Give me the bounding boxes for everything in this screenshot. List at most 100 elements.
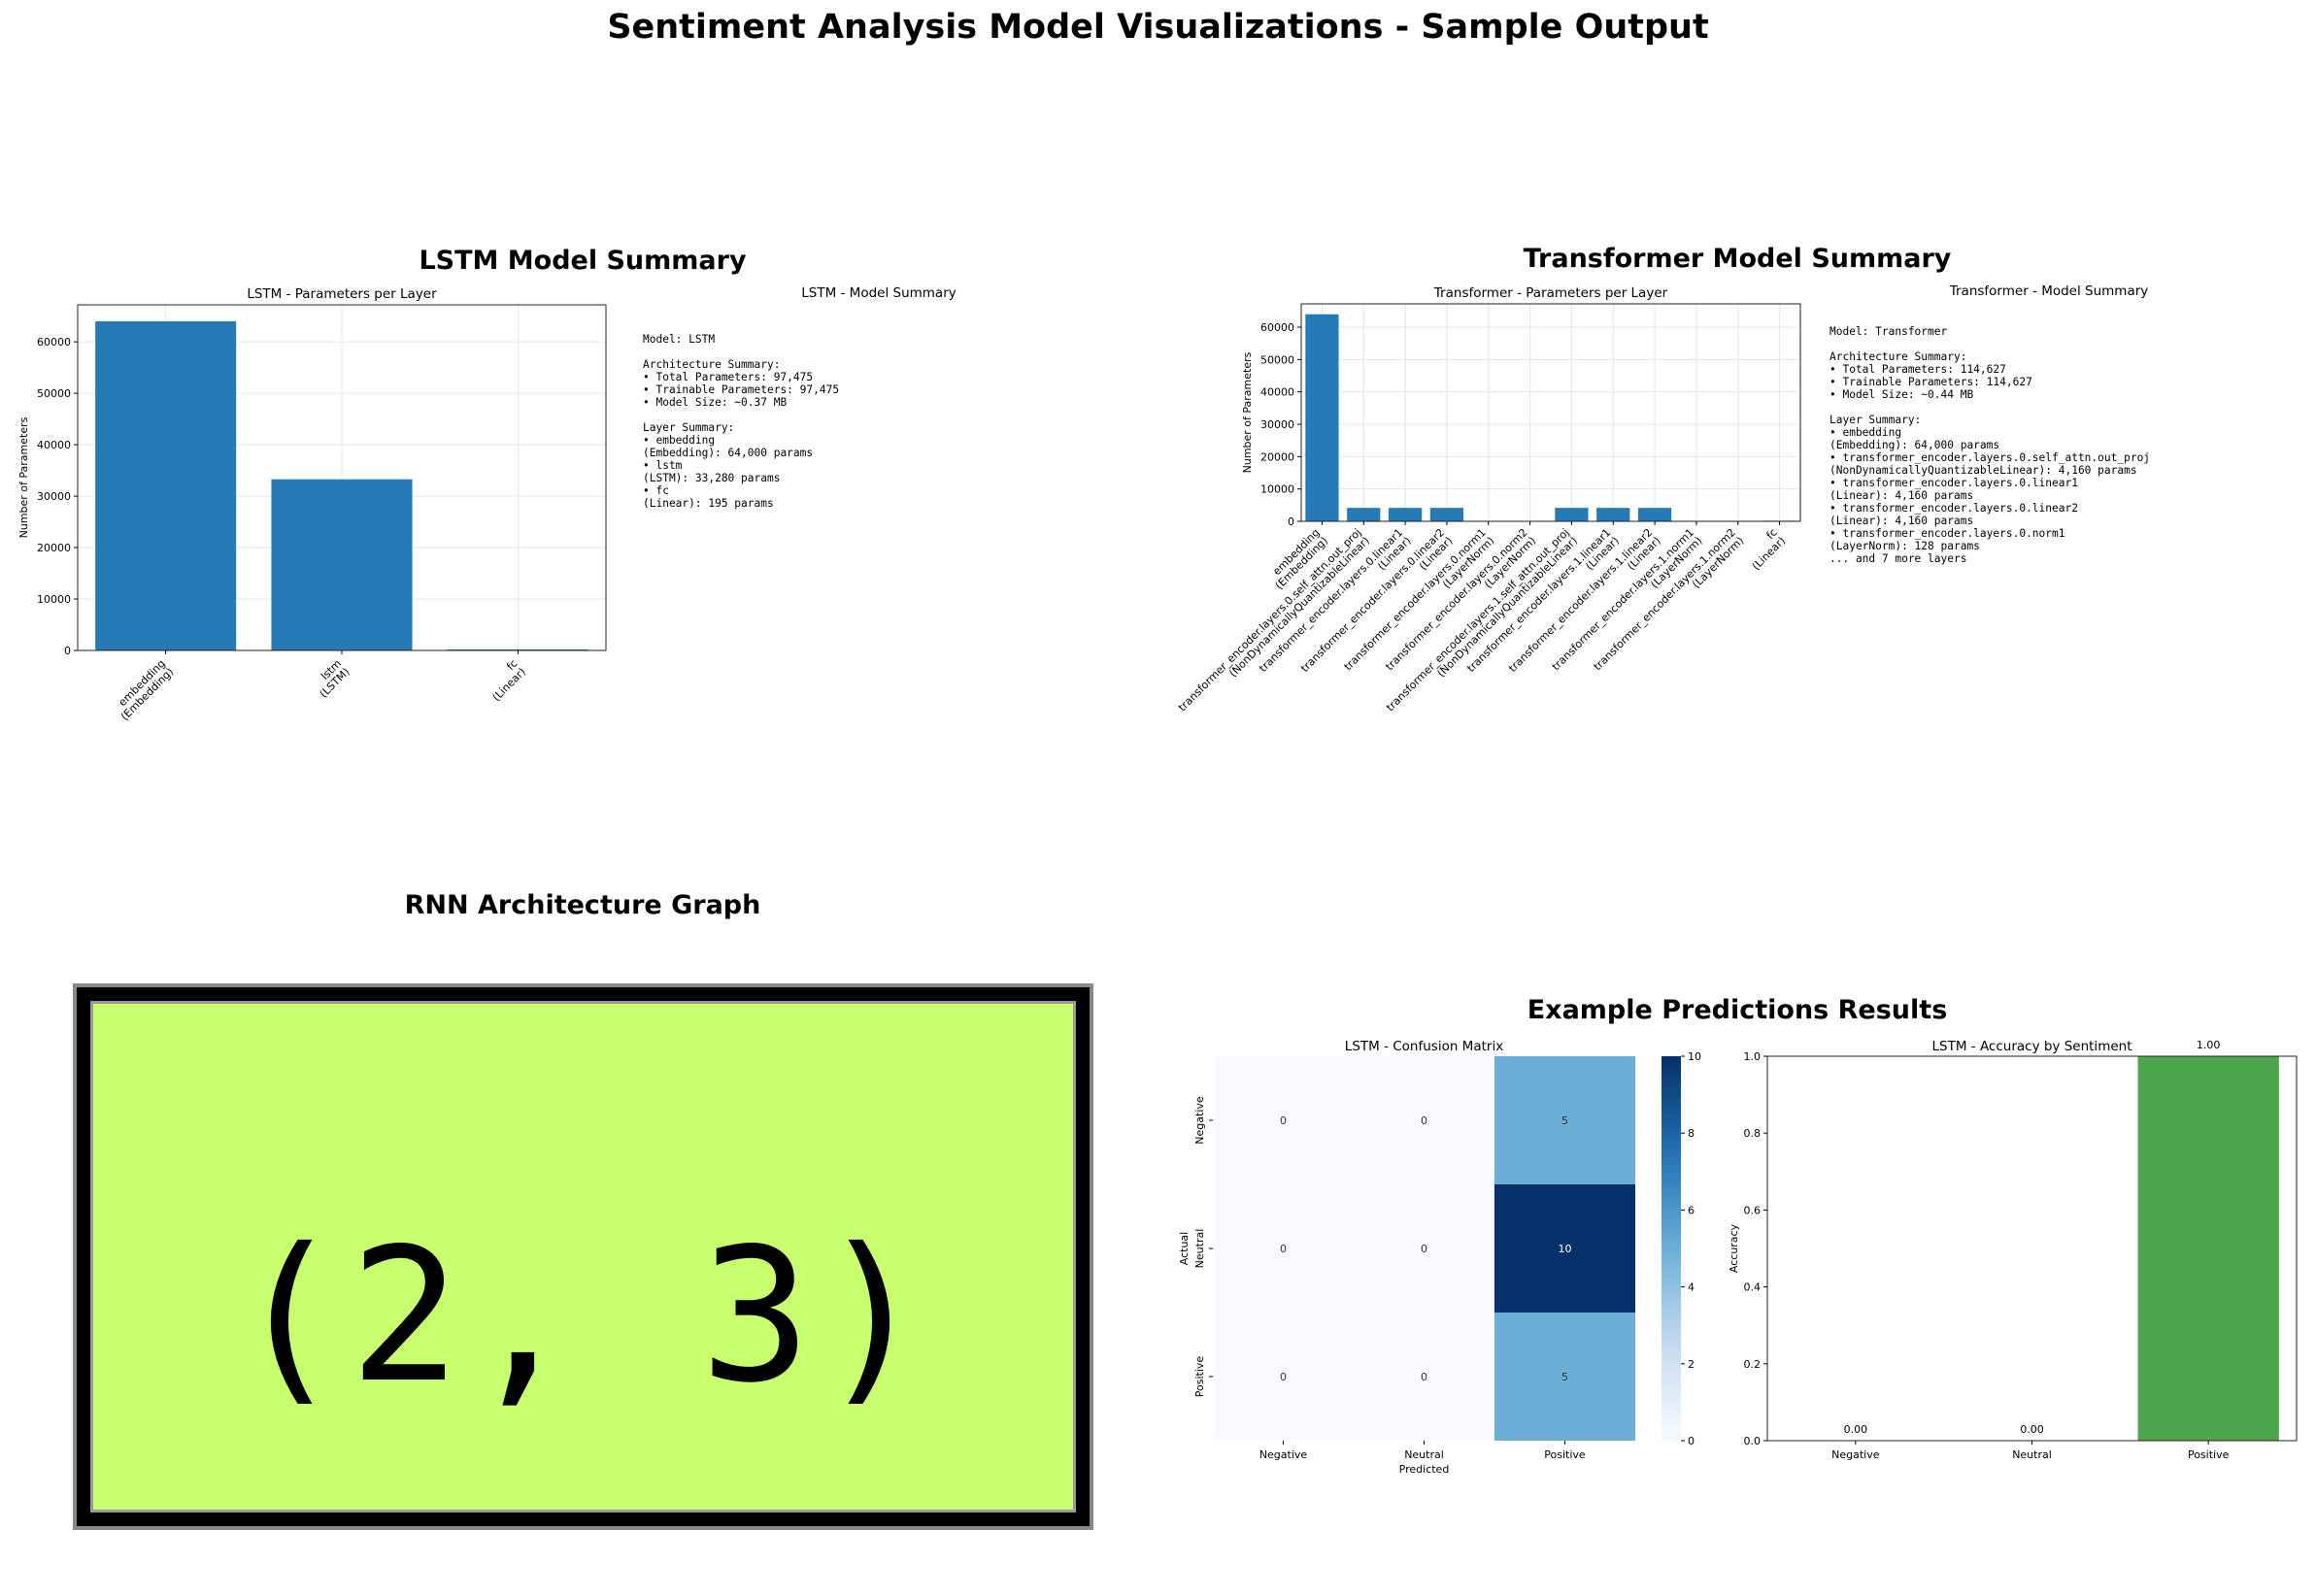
y-tick-label: Neutral [1193, 1229, 1206, 1269]
transformer-summary-line: Architecture Summary: [1829, 350, 1967, 363]
heatmap-cell [1354, 1313, 1494, 1441]
colorbar-tick-label: 6 [1688, 1204, 1695, 1216]
lstm-summary-line: (Linear): 195 params [643, 497, 774, 510]
lstm-summary-line: • Model Size: ~0.37 MB [643, 396, 788, 409]
bar [447, 648, 588, 650]
transformer-summary-line: (Linear): 4,160 params [1829, 515, 1974, 527]
x-tick-label: Neutral [2012, 1448, 2052, 1461]
cell-value: 0 [1421, 1371, 1427, 1383]
transformer-summary-panel-title: Transformer - Model Summary [1949, 283, 2149, 299]
transformer-summary-line: • transformer_encoder.layers.0.norm1 [1829, 527, 2065, 540]
confusion-matrix-chart: LSTM - Confusion Matrix 0 0 5 0 0 10 0 0 5 Negativ… [1178, 1039, 1701, 1476]
bar [1555, 508, 1589, 521]
transformer-summary-line: • Model Size: ~0.44 MB [1829, 388, 1974, 401]
lstm-summary-line: (LSTM): 33,280 params [643, 472, 781, 484]
colorbar-tick-label: 0 [1688, 1435, 1695, 1447]
transformer-summary-line: (LayerNorm): 128 params [1829, 540, 1980, 552]
y-tick-label: 40000 [1260, 386, 1294, 399]
predictions-heading: Example Predictions Results [1527, 995, 1948, 1025]
rnn-graph-image: (2, 3) [73, 983, 1093, 1530]
rnn-graph-node-label: (2, 3) [232, 1209, 934, 1423]
lstm-summary-line: • embedding [643, 434, 716, 447]
x-tick-label: Positive [2188, 1448, 2230, 1461]
y-tick-label: Positive [1193, 1356, 1206, 1398]
lstm-summary-line: Model: LSTM [643, 333, 716, 346]
transformer-summary-line: Model: Transformer [1829, 325, 1948, 338]
lstm-summary-line: • Trainable Parameters: 97,475 [643, 383, 840, 396]
x-tick-label: Neutral [1404, 1448, 1444, 1461]
x-axis-label: Predicted [1399, 1463, 1450, 1476]
bar [271, 479, 413, 650]
transformer-summary-text: Model: Transformer Architecture Summary:… [1829, 325, 2150, 565]
lstm-summary-heading: LSTM Model Summary [419, 246, 747, 276]
lstm-summary-line: Architecture Summary: [643, 358, 781, 371]
y-tick-label: 0.0 [1744, 1435, 1762, 1447]
bar [1596, 508, 1630, 521]
y-tick-label: 50000 [37, 387, 71, 400]
y-tick-label: 60000 [37, 336, 71, 349]
y-axis-label: Accuracy [1728, 1223, 1740, 1273]
transformer-summary-line: • Total Parameters: 114,627 [1829, 363, 2006, 376]
chart-title: LSTM - Confusion Matrix [1345, 1039, 1503, 1054]
cell-value: 0 [1280, 1243, 1287, 1255]
colorbar-tick-label: 10 [1688, 1050, 1701, 1063]
y-tick-label: 30000 [1260, 418, 1294, 431]
transformer-summary-line [1829, 401, 2150, 414]
y-axis-label: Number of Parameters [17, 416, 30, 538]
transformer-summary-line: ... and 7 more layers [1829, 552, 1967, 565]
cell-value: 0 [1421, 1243, 1427, 1255]
bar-value-label: 1.00 [2197, 1039, 2221, 1051]
y-tick-label: 0 [64, 645, 71, 657]
x-tick-label-line: (Linear) [489, 665, 527, 703]
heatmap-cell [1494, 1056, 1635, 1184]
cell-value: 10 [1559, 1243, 1572, 1255]
lstm-summary-line [643, 346, 839, 358]
lstm-summary-line: • Total Parameters: 97,475 [643, 371, 814, 383]
transformer-summary-heading: Transformer Model Summary [1523, 244, 1952, 274]
x-tick-label: Negative [1259, 1448, 1308, 1461]
lstm-summary-panel-title: LSTM - Model Summary [801, 285, 957, 301]
bar [1637, 508, 1672, 521]
y-tick-label: 0.6 [1744, 1204, 1762, 1216]
transformer-summary-line: (NonDynamicallyQuantizableLinear): 4,160… [1829, 464, 2137, 477]
transformer-summary-line: • Trainable Parameters: 114,627 [1829, 376, 2032, 388]
y-tick-label: 30000 [37, 490, 71, 503]
y-tick-label: 60000 [1260, 321, 1294, 334]
heatmap-cell [1354, 1184, 1494, 1313]
x-tick-label: embedding(Embedding) [110, 657, 176, 723]
colorbar-tick-label: 4 [1688, 1281, 1695, 1294]
lstm-summary-line [643, 409, 839, 421]
transformer-summary-line: • transformer_encoder.layers.0.linear1 [1829, 477, 2078, 489]
y-tick-label: 20000 [37, 542, 71, 554]
bar [95, 320, 237, 650]
colorbar [1661, 1056, 1681, 1441]
lstm-summary-line: Layer Summary: [643, 421, 735, 434]
bar [2137, 1056, 2279, 1441]
chart-title: Transformer - Parameters per Layer [1433, 285, 1668, 301]
heatmap-cell [1213, 1313, 1354, 1441]
x-tick-label-line: (Linear) [1750, 534, 1788, 572]
transformer-params-chart: Transformer - Parameters per Layer Number… [1176, 285, 1801, 714]
y-tick-label: 1.0 [1744, 1050, 1762, 1063]
heatmap-cell [1494, 1313, 1635, 1441]
transformer-summary-line: • transformer_encoder.layers.0.self_attn… [1829, 451, 2151, 464]
y-axis-label: Actual [1178, 1232, 1191, 1265]
y-tick-label: 20000 [1260, 450, 1294, 463]
bar-value-label: 0.00 [1844, 1423, 1868, 1436]
colorbar-tick-label: 2 [1688, 1358, 1695, 1371]
y-tick-label: 40000 [37, 439, 71, 451]
lstm-summary-text: Model: LSTM Architecture Summary: • Total… [643, 333, 839, 510]
rnn-graph-heading: RNN Architecture Graph [404, 890, 761, 920]
y-tick-label: 0.8 [1744, 1127, 1762, 1140]
bar [1347, 508, 1381, 521]
lstm-summary-line: (Embedding): 64,000 params [643, 447, 814, 459]
heatmap-cell [1354, 1056, 1494, 1184]
y-tick-label: Negative [1193, 1096, 1206, 1145]
bar [1429, 508, 1464, 521]
y-axis-label: Number of Parameters [1241, 351, 1254, 473]
y-tick-label: 0.4 [1744, 1281, 1762, 1294]
transformer-summary-line: • embedding [1829, 426, 1902, 439]
y-tick-label: 10000 [1260, 483, 1294, 496]
x-tick-label: Positive [1544, 1448, 1586, 1461]
chart-title: LSTM - Accuracy by Sentiment [1932, 1039, 2132, 1054]
